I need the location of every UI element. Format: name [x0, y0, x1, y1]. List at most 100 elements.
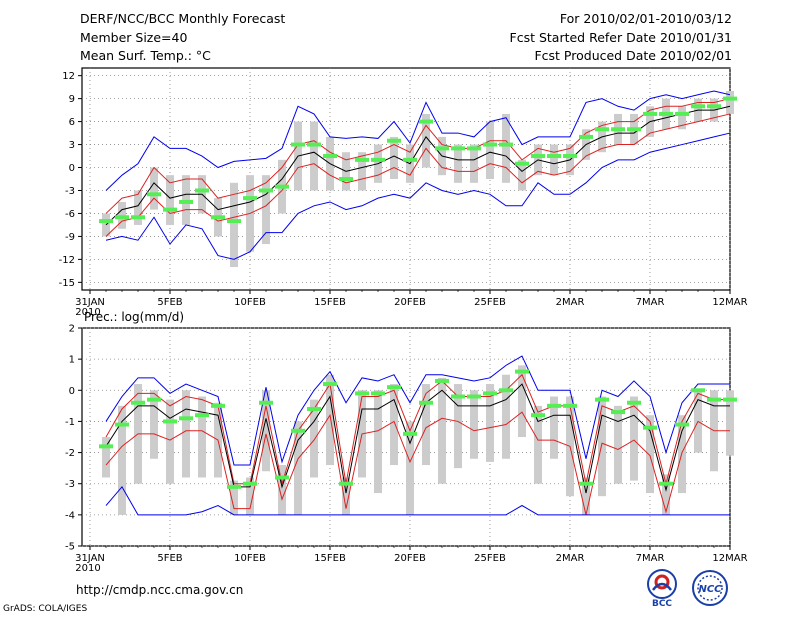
mode-marker: [547, 403, 561, 408]
mode-marker: [275, 475, 289, 480]
y-tick-label: 6: [69, 117, 75, 128]
x-tick-label: 12MAR: [712, 553, 747, 564]
mode-marker: [371, 391, 385, 396]
ensemble-range-bar: [550, 396, 558, 459]
y-tick-label: 0: [69, 386, 75, 397]
ensemble-range-bar: [486, 384, 494, 462]
mode-marker: [115, 215, 129, 220]
ensemble-range-bar: [182, 390, 190, 478]
series-line-max: [105, 355, 730, 466]
x-tick-label: 15FEB: [314, 553, 346, 564]
mode-marker: [323, 382, 337, 387]
y-tick-label: 0: [69, 163, 75, 174]
series-line-mean_plus_sd: [105, 98, 731, 214]
mode-marker: [627, 400, 641, 405]
x-tick-year-label: 2010: [75, 307, 100, 318]
plot-frame: [81, 67, 731, 291]
mode-marker: [307, 142, 321, 147]
mode-marker: [339, 481, 353, 486]
ensemble-range-bar: [358, 152, 366, 191]
member-size-label: Member Size=40: [80, 30, 188, 45]
ensemble-range-bar: [150, 390, 158, 459]
ensemble-range-bar: [262, 175, 270, 245]
ensemble-range-bar: [502, 113, 510, 183]
forecast-started-date: Fcst Started Refer Date 2010/01/31: [509, 30, 733, 45]
mode-marker: [227, 219, 241, 224]
ensemble-range-bar: [582, 477, 590, 515]
mode-marker: [435, 378, 449, 383]
mode-marker: [563, 154, 577, 159]
ncc-logo-text: NCC: [698, 584, 722, 595]
series-line-mean_plus_sd: [105, 373, 730, 485]
y-tick-label: -3: [65, 479, 75, 490]
ensemble-range-bar: [726, 390, 734, 456]
mode-marker: [611, 410, 625, 415]
ensemble-range-bar: [134, 190, 142, 225]
y-tick-label: -15: [59, 278, 75, 289]
series-line-min: [105, 132, 731, 260]
mode-marker: [179, 199, 193, 204]
ensemble-range-bar: [486, 121, 494, 179]
mode-marker: [595, 127, 609, 132]
mode-marker: [531, 154, 545, 159]
ensemble-range-bar: [454, 144, 462, 183]
mode-marker: [579, 134, 593, 139]
series-line-mean: [105, 383, 730, 494]
ensemble-range-bar: [630, 396, 638, 481]
mode-marker: [259, 188, 273, 193]
mode-marker: [403, 431, 417, 436]
mode-marker: [195, 413, 209, 418]
ensemble-range-bar: [662, 474, 670, 515]
mode-marker: [243, 481, 257, 486]
y-tick-label: -1: [65, 417, 75, 428]
ensemble-range-bar: [534, 405, 542, 484]
ensemble-range-bar: [166, 175, 174, 225]
ensemble-range-bar: [278, 465, 286, 515]
ensemble-range-bar: [390, 384, 398, 466]
website-url[interactable]: http://cmdp.ncc.cma.gov.cn: [76, 583, 244, 597]
ensemble-range-bar: [678, 106, 686, 130]
mode-marker: [499, 388, 513, 393]
mode-marker: [147, 397, 161, 402]
y-tick-label: 3: [69, 140, 75, 151]
ensemble-range-bar: [198, 396, 206, 478]
mode-marker: [579, 481, 593, 486]
ensemble-range-bar: [550, 144, 558, 176]
mode-marker: [499, 142, 513, 147]
mode-marker: [643, 111, 657, 116]
y-tick-label: 9: [69, 94, 75, 105]
mode-marker: [99, 444, 113, 449]
mode-marker: [99, 219, 113, 224]
x-tick-label: 7MAR: [636, 297, 665, 308]
variable-label: Mean Surf. Temp.: °C: [80, 48, 211, 63]
ensemble-range-bar: [502, 374, 510, 459]
bcc-logo: BCC: [640, 568, 686, 612]
mode-marker: [723, 96, 737, 101]
ensemble-range-bar: [422, 384, 430, 466]
y-tick-label: -12: [59, 255, 75, 266]
mode-marker: [451, 394, 465, 399]
ensemble-range-bar: [310, 399, 318, 478]
mode-marker: [147, 192, 161, 197]
x-tick-label: 2MAR: [556, 297, 585, 308]
x-tick-label: 25FEB: [474, 297, 506, 308]
precipitation-axis-label: Prec.: log(mm/d): [84, 310, 184, 324]
ensemble-range-bar: [310, 121, 318, 191]
x-tick-label: 5FEB: [157, 553, 182, 564]
mode-marker: [403, 157, 417, 162]
ensemble-range-bar: [406, 421, 414, 515]
x-tick-label: 2MAR: [556, 553, 585, 564]
mode-marker: [131, 400, 145, 405]
y-tick-label: -9: [65, 232, 75, 243]
ensemble-range-bar: [150, 167, 158, 210]
mode-marker: [547, 154, 561, 159]
mode-marker: [227, 484, 241, 489]
x-tick-label: 15FEB: [314, 297, 346, 308]
mode-marker: [355, 391, 369, 396]
y-tick-label: 1: [69, 355, 75, 366]
ensemble-range-bar: [454, 384, 462, 469]
mode-marker: [211, 403, 225, 408]
ensemble-range-bar: [102, 437, 110, 478]
x-tick-label: 5FEB: [157, 297, 182, 308]
